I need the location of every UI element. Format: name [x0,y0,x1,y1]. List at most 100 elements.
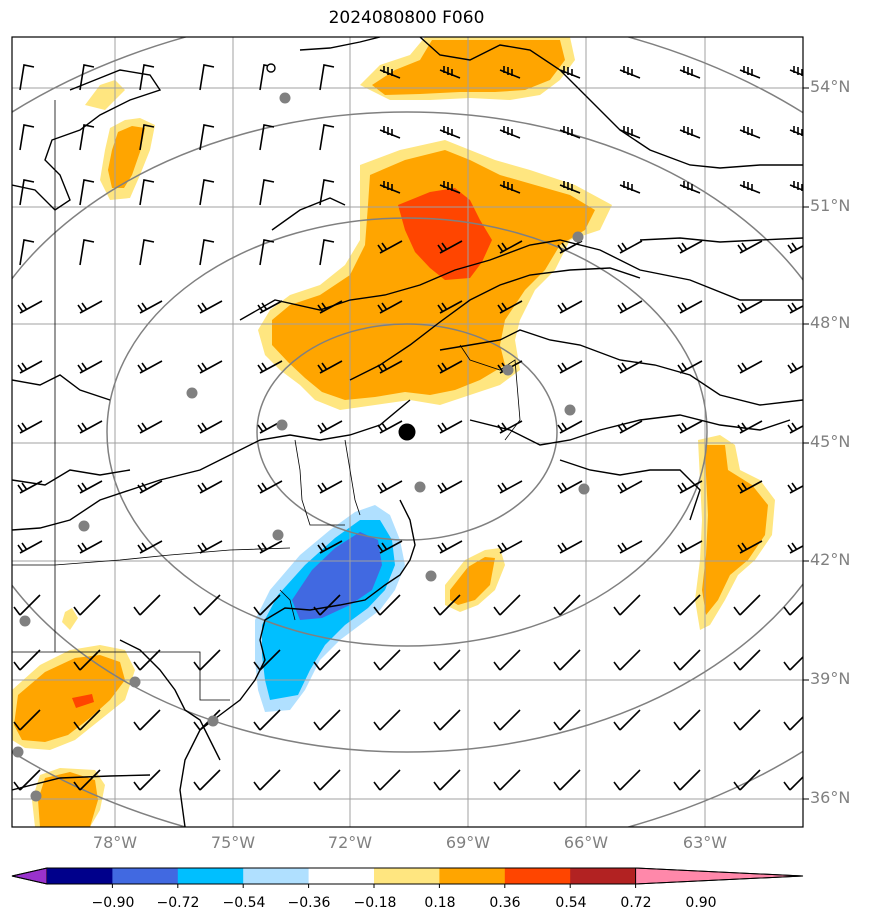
wind-barb [437,420,463,434]
wind-barb [789,126,803,137]
wind-barb [377,360,403,374]
map-title: 2024080800 F060 [328,8,485,28]
wind-barb [199,64,215,91]
wind-barb [613,769,641,791]
wind-barb [497,540,523,554]
wind-barb [783,600,803,616]
wind-barb [19,239,35,266]
wind-barb [553,769,581,791]
state-borders [12,100,521,701]
wind-barb [319,124,335,151]
wind-barb [79,179,95,206]
wind-barb [497,300,523,314]
wind-barb [313,649,341,671]
wind-barb [677,240,703,254]
wind-barb [139,179,155,206]
wind-barb [79,124,95,151]
lat-ticks [803,87,809,800]
wind-barb [193,594,221,616]
wind-barb [557,420,583,434]
wind-barb [559,66,581,79]
lon-label-75: 75°W [210,833,256,852]
wind-barb [617,300,643,314]
colorbar-tick-label: 0.36 [489,895,521,911]
wind-barb [433,649,461,671]
lat-label-36: 36°N [810,788,851,807]
wind-barb [197,360,223,374]
wind-barb [437,540,463,554]
wind-barb [553,594,581,616]
wind-barb [197,420,223,434]
wind-barb [737,540,763,554]
wind-barb [259,179,275,206]
wind-barb [733,649,761,671]
wind-barb [133,709,161,731]
wind-barb [789,66,803,77]
wind-barb [73,769,101,791]
wind-barb [739,181,761,194]
wind-barb [137,300,163,314]
wind-barb [617,240,643,254]
wind-barb [617,480,643,494]
wind-barb [497,420,523,434]
wind-barb [787,422,803,434]
colorbar-tick-label: −0.36 [287,895,331,911]
wind-barb [497,240,523,254]
wind-barb [437,360,463,374]
wind-barb [319,179,335,206]
wind-barb [17,360,43,374]
wind-barb [17,420,43,434]
wind-barb [199,124,215,151]
wind-barb [257,480,283,494]
wind-barb [17,540,43,554]
wind-barb [787,482,803,494]
lat-label-51: 51°N [810,196,851,215]
wind-barb [673,769,701,791]
wind-barb [373,594,401,616]
wind-barb [789,181,803,192]
wind-barb [257,300,283,314]
wind-barb [257,360,283,374]
wind-barb [133,649,161,671]
wind-barb [433,594,461,616]
wind-barb [19,124,35,151]
wind-barb [439,66,461,79]
wind-barb [783,715,803,731]
wind-barb [257,540,283,554]
wind-barb [673,709,701,731]
wind-barb [73,709,101,731]
wind-barb [673,594,701,616]
wind-barb [787,362,803,374]
wind-barb [437,480,463,494]
wind-barb [613,649,641,671]
wind-barb [373,769,401,791]
wind-barb [319,239,335,266]
wind-barb [313,769,341,791]
wind-barb [317,300,343,314]
wind-barb [553,649,581,671]
wind-barb [617,360,643,374]
colorbar-tick-label: −0.90 [91,895,135,911]
wind-barb [73,594,101,616]
wind-barb [617,540,643,554]
wind-barb [787,302,803,314]
wind-barb [319,64,335,91]
wind-barb [433,769,461,791]
wind-barb [739,66,761,79]
wind-barb [617,420,643,434]
wind-barb [259,124,275,151]
wind-barb [733,594,761,616]
wind-barb [317,420,343,434]
wind-barb [19,179,35,206]
wind-barb [199,239,215,266]
wind-barb [377,240,403,254]
wind-barb [77,300,103,314]
wind-barb [493,769,521,791]
wind-barb [379,66,401,79]
calm-wind-circle [266,63,276,73]
colorbar-tick-label: −0.54 [222,895,266,911]
colorbar-tick-label: 0.18 [424,895,456,911]
colorbar-tick-label: 0.90 [685,895,717,911]
wind-barb [79,64,95,91]
wind-barb [377,480,403,494]
